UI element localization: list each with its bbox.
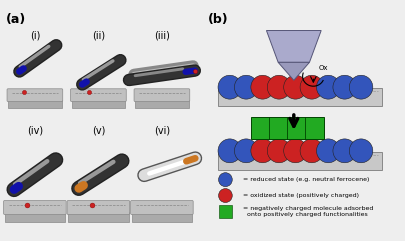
Circle shape bbox=[218, 173, 232, 187]
Circle shape bbox=[299, 75, 323, 99]
Circle shape bbox=[218, 189, 232, 202]
Circle shape bbox=[332, 75, 356, 99]
Text: (i): (i) bbox=[30, 31, 40, 40]
Polygon shape bbox=[277, 62, 309, 80]
Circle shape bbox=[316, 139, 339, 163]
FancyBboxPatch shape bbox=[8, 100, 62, 108]
FancyBboxPatch shape bbox=[4, 213, 65, 222]
Circle shape bbox=[266, 75, 290, 99]
Text: (a): (a) bbox=[6, 13, 26, 26]
FancyBboxPatch shape bbox=[71, 100, 125, 108]
FancyBboxPatch shape bbox=[135, 100, 188, 108]
Circle shape bbox=[217, 75, 241, 99]
FancyBboxPatch shape bbox=[68, 213, 128, 222]
FancyBboxPatch shape bbox=[7, 89, 63, 101]
FancyBboxPatch shape bbox=[131, 213, 192, 222]
Circle shape bbox=[250, 75, 274, 99]
Text: (vi): (vi) bbox=[153, 126, 170, 136]
Text: (iv): (iv) bbox=[27, 126, 43, 136]
Bar bbox=[218, 205, 232, 218]
Bar bbox=[217, 152, 381, 170]
FancyBboxPatch shape bbox=[70, 89, 126, 101]
Circle shape bbox=[332, 139, 356, 163]
FancyBboxPatch shape bbox=[4, 201, 66, 214]
Circle shape bbox=[234, 75, 257, 99]
Text: = oxidized state (positively charged): = oxidized state (positively charged) bbox=[243, 193, 358, 198]
Text: = negatively charged molecule adsorbed
  onto positively charged functionalities: = negatively charged molecule adsorbed o… bbox=[243, 206, 373, 217]
Text: = reduced state (e.g. neutral ferrocene): = reduced state (e.g. neutral ferrocene) bbox=[243, 177, 369, 182]
Circle shape bbox=[283, 139, 307, 163]
FancyBboxPatch shape bbox=[130, 201, 193, 214]
Bar bbox=[217, 88, 381, 106]
Circle shape bbox=[266, 139, 290, 163]
Circle shape bbox=[348, 139, 372, 163]
FancyBboxPatch shape bbox=[67, 201, 129, 214]
Circle shape bbox=[316, 75, 339, 99]
Text: (v): (v) bbox=[92, 126, 105, 136]
Bar bbox=[250, 117, 323, 139]
Circle shape bbox=[299, 139, 323, 163]
Text: (b): (b) bbox=[207, 13, 228, 26]
Text: (iii): (iii) bbox=[153, 31, 169, 40]
Circle shape bbox=[250, 139, 274, 163]
Polygon shape bbox=[266, 31, 320, 62]
Circle shape bbox=[234, 139, 257, 163]
Circle shape bbox=[217, 139, 241, 163]
FancyBboxPatch shape bbox=[134, 89, 189, 101]
Text: (ii): (ii) bbox=[92, 31, 105, 40]
Circle shape bbox=[348, 75, 372, 99]
Text: Ox: Ox bbox=[318, 65, 327, 71]
Circle shape bbox=[283, 75, 307, 99]
